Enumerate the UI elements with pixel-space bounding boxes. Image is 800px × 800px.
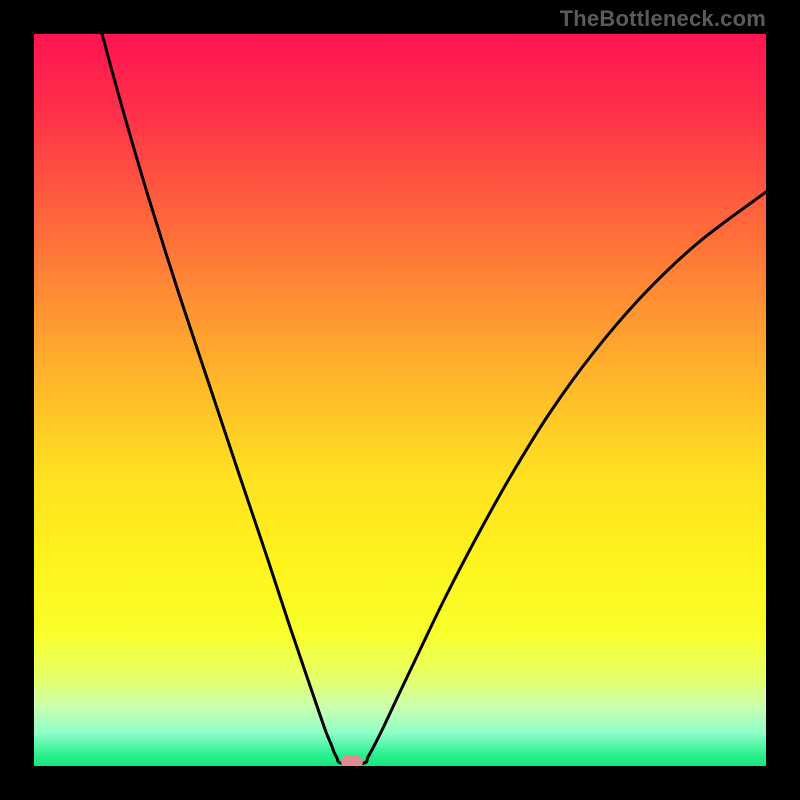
watermark-text: TheBottleneck.com: [560, 6, 766, 32]
bottleneck-curve: [34, 34, 766, 766]
optimal-marker: [341, 756, 363, 766]
plot-area: [34, 34, 766, 766]
chart-frame: TheBottleneck.com: [0, 0, 800, 800]
